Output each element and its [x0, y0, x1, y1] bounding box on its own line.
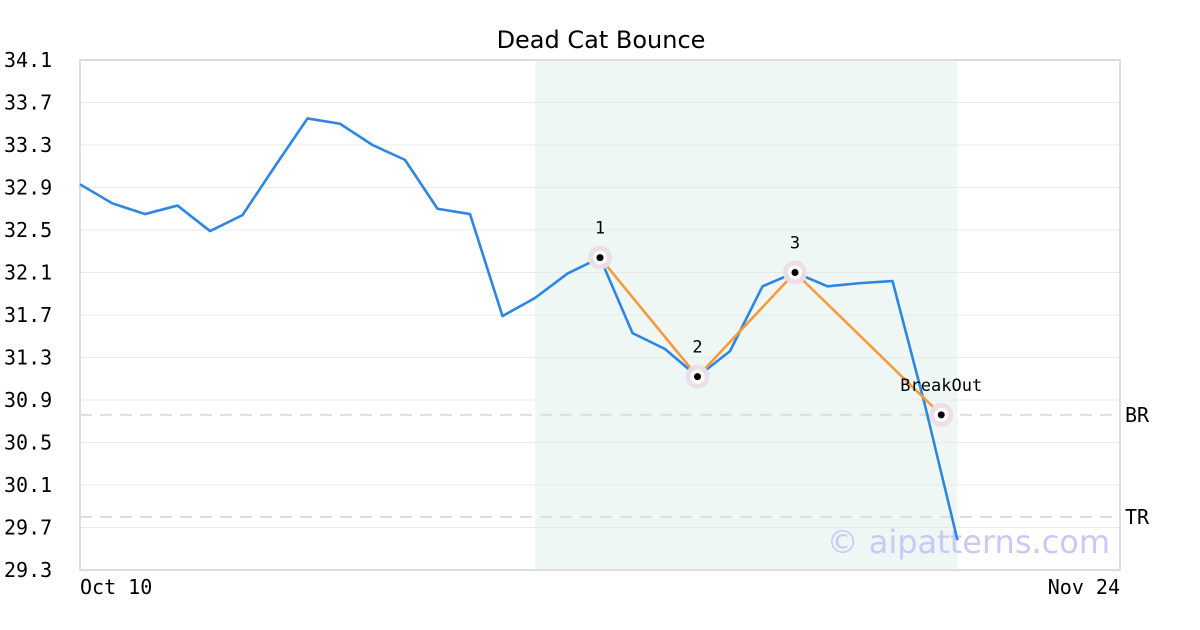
- y-tick-label: 32.9: [4, 176, 52, 200]
- pattern-line: [598, 256, 943, 416]
- x-axis-ticks: Oct 10 Nov 24: [80, 575, 1120, 599]
- x-tick-label: Nov 24: [1048, 575, 1120, 599]
- plot-frame: [79, 59, 1121, 571]
- series-line: [79, 117, 959, 541]
- y-tick-label: 31.3: [4, 346, 52, 370]
- pattern-point-label: BreakOut: [900, 376, 982, 396]
- chart-title: Dead Cat Bounce: [497, 26, 706, 54]
- pattern-point: [937, 411, 945, 419]
- y-axis-ticks: 34.1 33.7 33.3 32.9 32.5 32.1 31.7 31.3 30.9 30.5…: [4, 48, 52, 582]
- pattern-overlay: 1 2 3 BreakOut: [588, 219, 982, 427]
- y-tick-label: 32.1: [4, 261, 52, 285]
- pattern-point-label: 3: [790, 234, 800, 254]
- x-tick-label: Oct 10: [80, 575, 152, 599]
- y-tick-label: 30.5: [4, 431, 52, 455]
- y-tick-label: 30.1: [4, 473, 52, 497]
- level-label: TR: [1125, 505, 1150, 529]
- y-tick-label: 29.7: [4, 516, 52, 540]
- y-tick-label: 31.7: [4, 303, 52, 327]
- price-series: [79, 117, 959, 541]
- pattern-point-label: 2: [692, 338, 702, 358]
- level-label: BR: [1125, 403, 1150, 427]
- y-tick-label: 32.5: [4, 218, 52, 242]
- y-tick-label: 33.7: [4, 91, 52, 115]
- y-tick-label: 30.9: [4, 388, 52, 412]
- pattern-point: [791, 269, 799, 276]
- pattern-point: [694, 373, 701, 381]
- pattern-point-label: 1: [595, 219, 605, 239]
- y-tick-label: 33.3: [4, 133, 52, 157]
- y-tick-label: 29.3: [4, 558, 52, 582]
- pattern-point: [596, 254, 604, 262]
- watermark: © aipatterns.com: [827, 523, 1110, 561]
- y-tick-label: 34.1: [4, 48, 52, 72]
